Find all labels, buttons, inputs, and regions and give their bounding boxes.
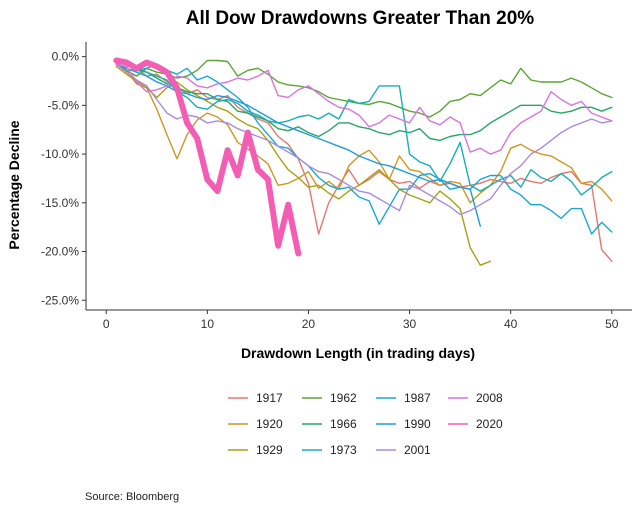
series-line-1920 xyxy=(115,65,613,204)
x-tick-label: 40 xyxy=(504,317,518,331)
legend-label-1987: 1987 xyxy=(404,391,431,405)
legend-label-1966: 1966 xyxy=(330,417,357,431)
series-line-2020 xyxy=(113,57,302,257)
series-line-1962 xyxy=(115,59,613,118)
series-line-2008 xyxy=(115,63,613,155)
x-axis-label: Drawdown Length (in trading days) xyxy=(241,345,475,361)
legend-label-1962: 1962 xyxy=(330,391,357,405)
x-tick-label: 0 xyxy=(103,317,110,331)
series-line-1929 xyxy=(115,61,492,266)
x-tick-label: 50 xyxy=(605,317,619,331)
chart-title: All Dow Drawdowns Greater Than 20% xyxy=(186,8,535,29)
y-axis-label: Percentage Decline xyxy=(6,120,22,249)
series-line-2001 xyxy=(115,63,613,216)
series-line-1987 xyxy=(115,59,613,235)
x-tick-label: 20 xyxy=(302,317,316,331)
legend-label-1929: 1929 xyxy=(256,443,283,457)
source-note: Source: Bloomberg xyxy=(85,491,179,503)
y-tick-label: 0.0% xyxy=(52,50,80,64)
y-tick-label: -5.0% xyxy=(48,98,80,112)
legend-label-2008: 2008 xyxy=(476,391,503,405)
legend-label-1920: 1920 xyxy=(256,417,283,431)
series-layer xyxy=(113,57,613,266)
legend-label-1990: 1990 xyxy=(404,417,431,431)
x-tick-label: 10 xyxy=(201,317,215,331)
legend: 1917 1920 1929 1962 1966 1973 1987 1990 2001 2008… xyxy=(228,391,503,457)
legend-label-1917: 1917 xyxy=(256,391,283,405)
y-tick-label: -15.0% xyxy=(41,196,79,210)
axes: 0.0% -5.0% -10.0% -15.0% -20.0% -25.0% 0 10 20 30… xyxy=(41,42,632,331)
y-tick-label: -25.0% xyxy=(41,293,79,307)
y-tick-label: -10.0% xyxy=(41,147,79,161)
legend-label-1973: 1973 xyxy=(330,443,357,457)
legend-label-2001: 2001 xyxy=(404,443,431,457)
series-line-1917 xyxy=(115,63,613,262)
series-line-1966 xyxy=(115,61,613,142)
y-tick-label: -20.0% xyxy=(41,245,79,259)
series-line-1973 xyxy=(115,61,613,196)
x-tick-label: 30 xyxy=(403,317,417,331)
legend-label-2020: 2020 xyxy=(476,417,503,431)
